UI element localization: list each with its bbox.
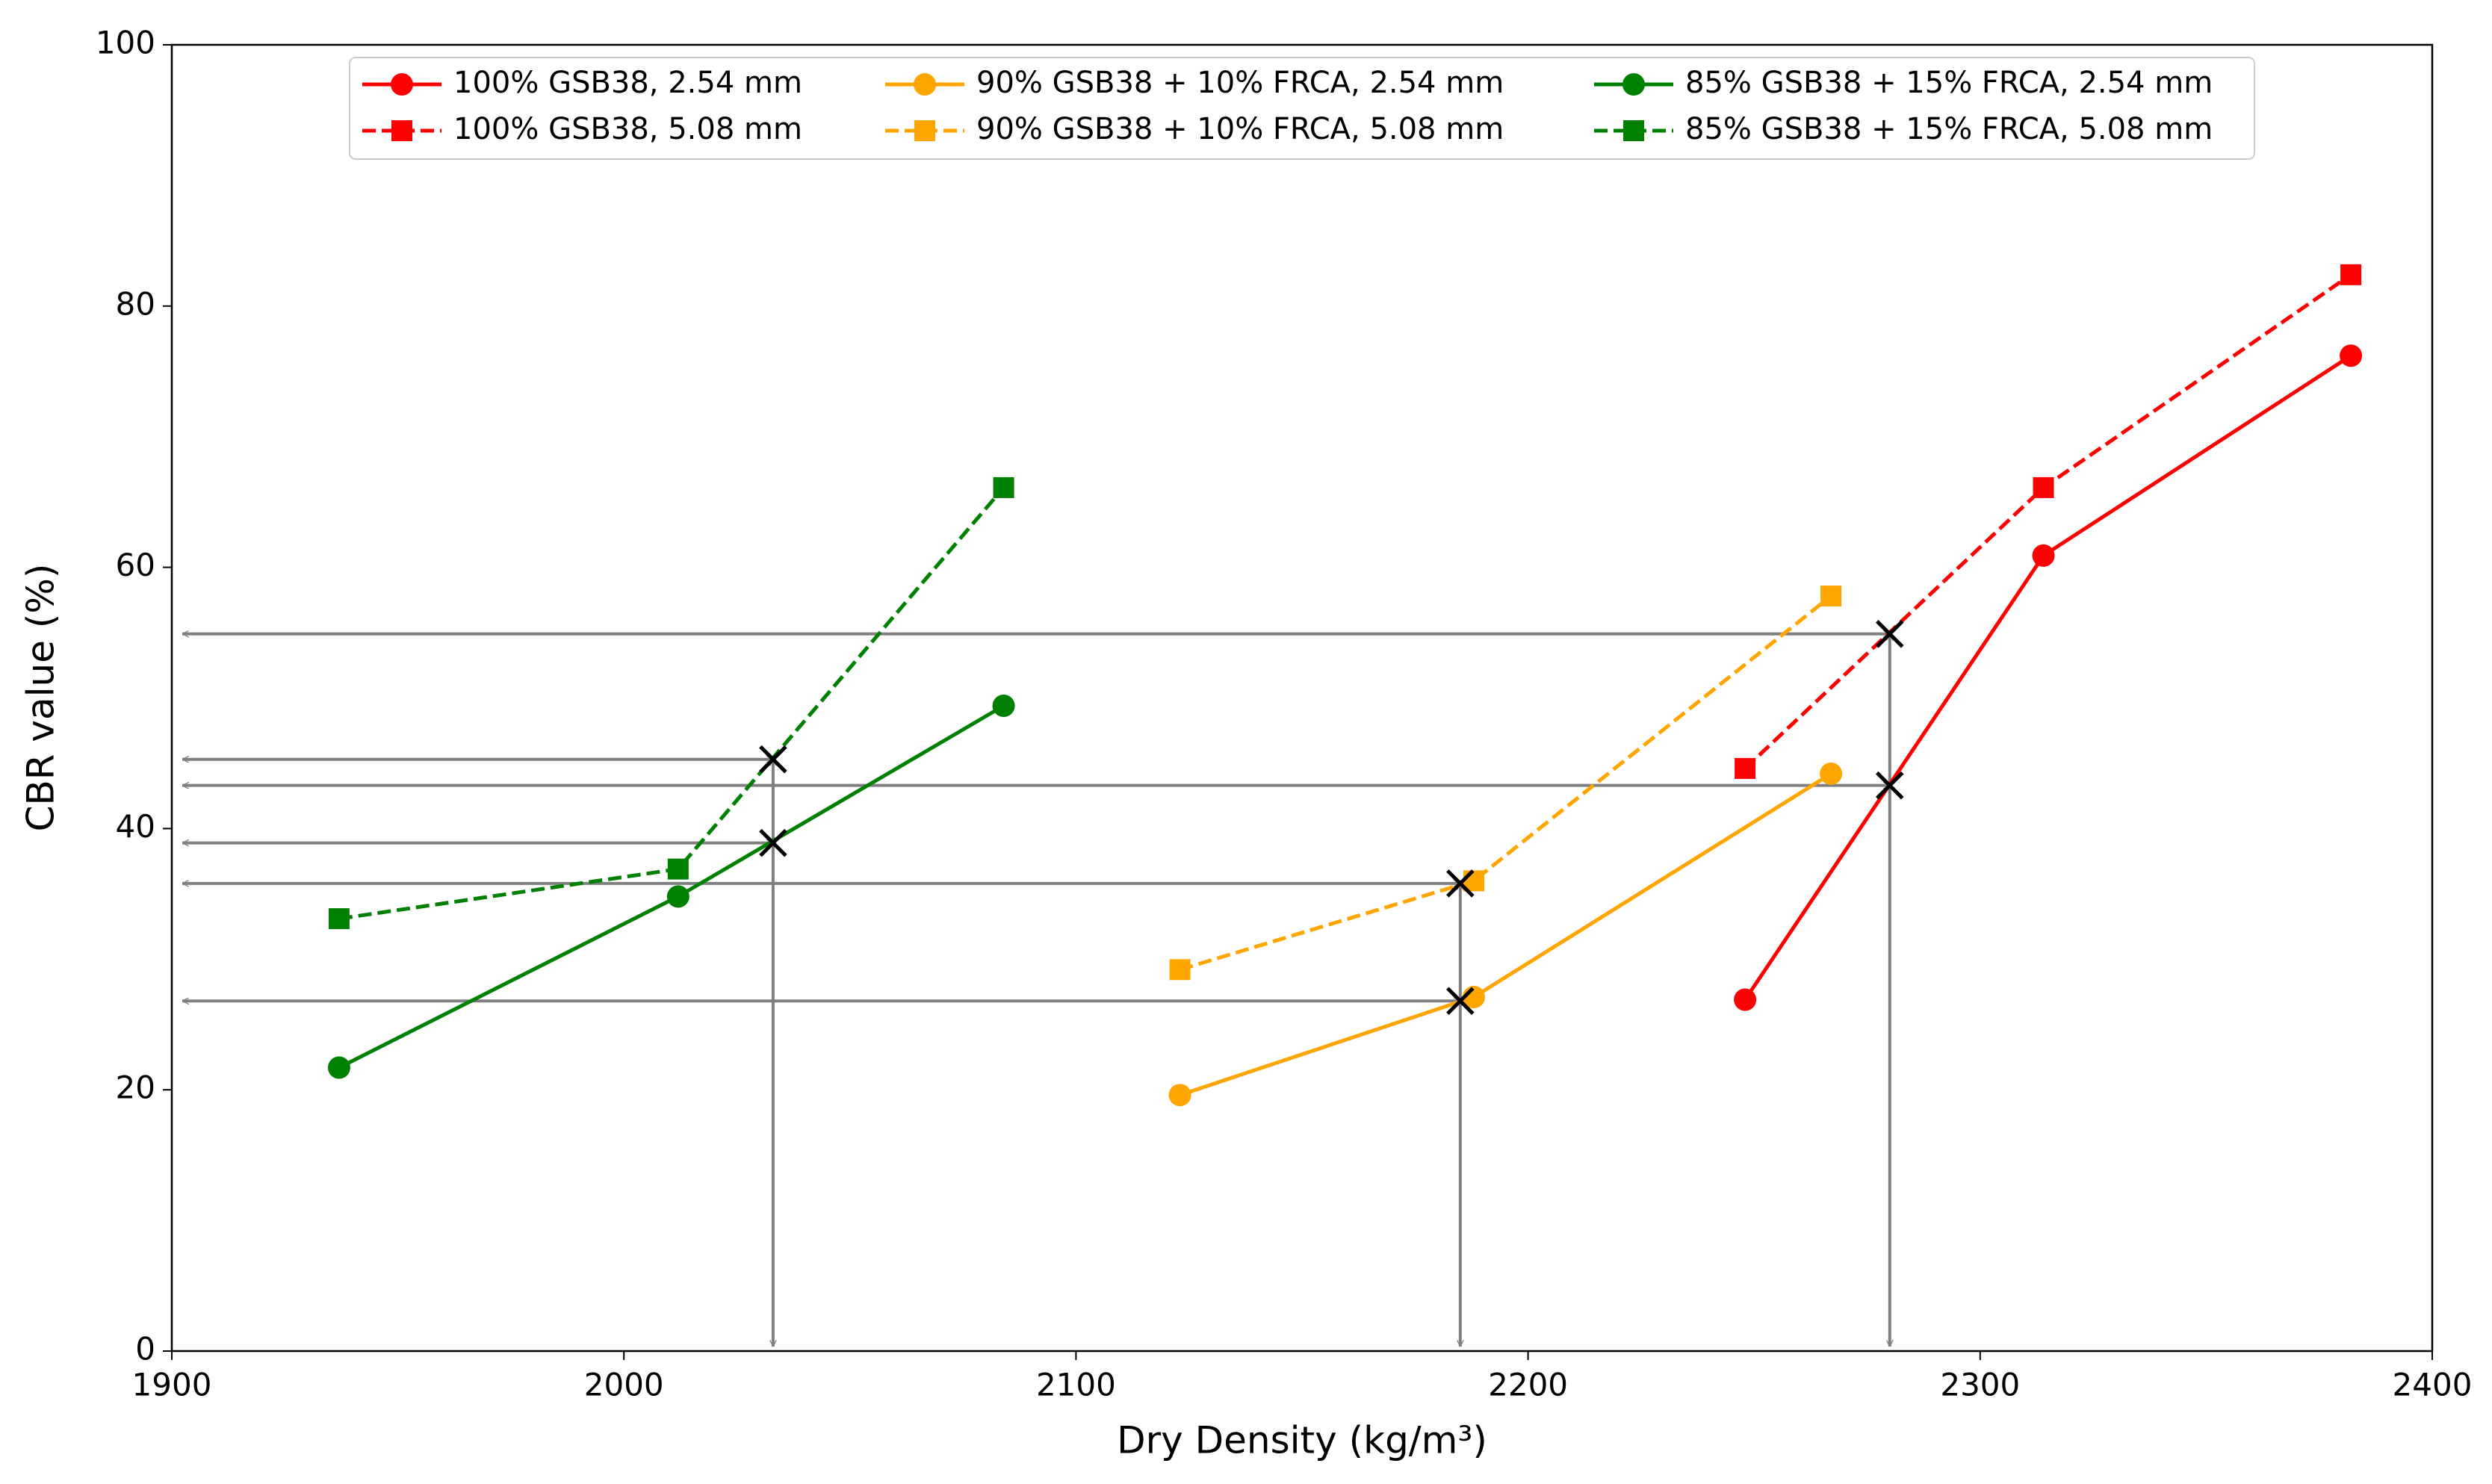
legend-marker xyxy=(1622,73,1645,96)
x-tick-label: 1900 xyxy=(132,1367,212,1403)
y-axis-label: CBR value (%) xyxy=(19,564,63,832)
data-point xyxy=(1734,988,1757,1011)
y-tick-label: 0 xyxy=(135,1331,155,1367)
data-point xyxy=(327,1056,350,1079)
data-point xyxy=(667,858,689,880)
legend-label: 100% GSB38, 2.54 mm xyxy=(453,66,802,100)
y-tick-label: 80 xyxy=(116,285,155,322)
data-point xyxy=(1168,1084,1191,1107)
data-point xyxy=(2340,344,2363,367)
x-tick-label: 2200 xyxy=(1488,1367,1568,1403)
series-line xyxy=(1179,772,1832,1097)
legend-marker xyxy=(1623,120,1644,141)
data-point xyxy=(1735,757,1756,779)
legend-label: 90% GSB38 + 10% FRCA, 2.54 mm xyxy=(976,66,1504,100)
y-tick-label: 20 xyxy=(116,1069,155,1106)
data-point xyxy=(1169,959,1191,981)
data-point xyxy=(2340,264,2362,285)
data-point xyxy=(328,908,350,930)
crossing-marker xyxy=(1875,620,1904,648)
x-tick-label: 2300 xyxy=(1940,1367,2020,1403)
data-point xyxy=(1820,586,1842,607)
legend-marker xyxy=(391,73,413,96)
legend-label: 90% GSB38 + 10% FRCA, 5.08 mm xyxy=(976,112,1504,146)
data-point xyxy=(1820,762,1843,785)
legend-marker xyxy=(914,120,935,141)
series-line xyxy=(1744,273,2352,770)
data-point xyxy=(2033,476,2054,498)
crossing-marker xyxy=(759,828,787,857)
legend-marker xyxy=(914,73,936,96)
legend: 100% GSB38, 2.54 mm 100% GSB38, 5.08 mm 90… xyxy=(349,57,2255,160)
series-line xyxy=(1744,354,2352,1001)
data-point xyxy=(993,476,1014,498)
crossing-marker xyxy=(1875,771,1904,800)
y-tick-label: 40 xyxy=(116,808,155,845)
crossing-marker xyxy=(759,745,787,774)
x-tick-label: 2400 xyxy=(2393,1367,2473,1403)
legend-label: 100% GSB38, 5.08 mm xyxy=(453,112,802,146)
legend-marker xyxy=(391,120,412,141)
crossing-marker xyxy=(1446,869,1475,898)
x-tick-label: 2100 xyxy=(1036,1367,1116,1403)
legend-label: 85% GSB38 + 15% FRCA, 5.08 mm xyxy=(1685,112,2213,146)
crossing-marker xyxy=(1446,987,1475,1016)
legend-box xyxy=(349,57,2255,160)
x-tick-label: 2000 xyxy=(584,1367,664,1403)
series-line xyxy=(1179,594,1832,972)
plot-frame xyxy=(170,43,2434,1353)
x-axis-label: Dry Density (kg/m³) xyxy=(1117,1419,1487,1462)
series-line xyxy=(338,486,1005,921)
data-point xyxy=(992,694,1015,717)
data-point xyxy=(666,885,689,908)
y-tick-label: 100 xyxy=(96,25,155,61)
legend-label: 85% GSB38 + 15% FRCA, 2.54 mm xyxy=(1685,66,2213,100)
data-point xyxy=(2032,544,2055,567)
y-tick-label: 60 xyxy=(116,547,155,583)
